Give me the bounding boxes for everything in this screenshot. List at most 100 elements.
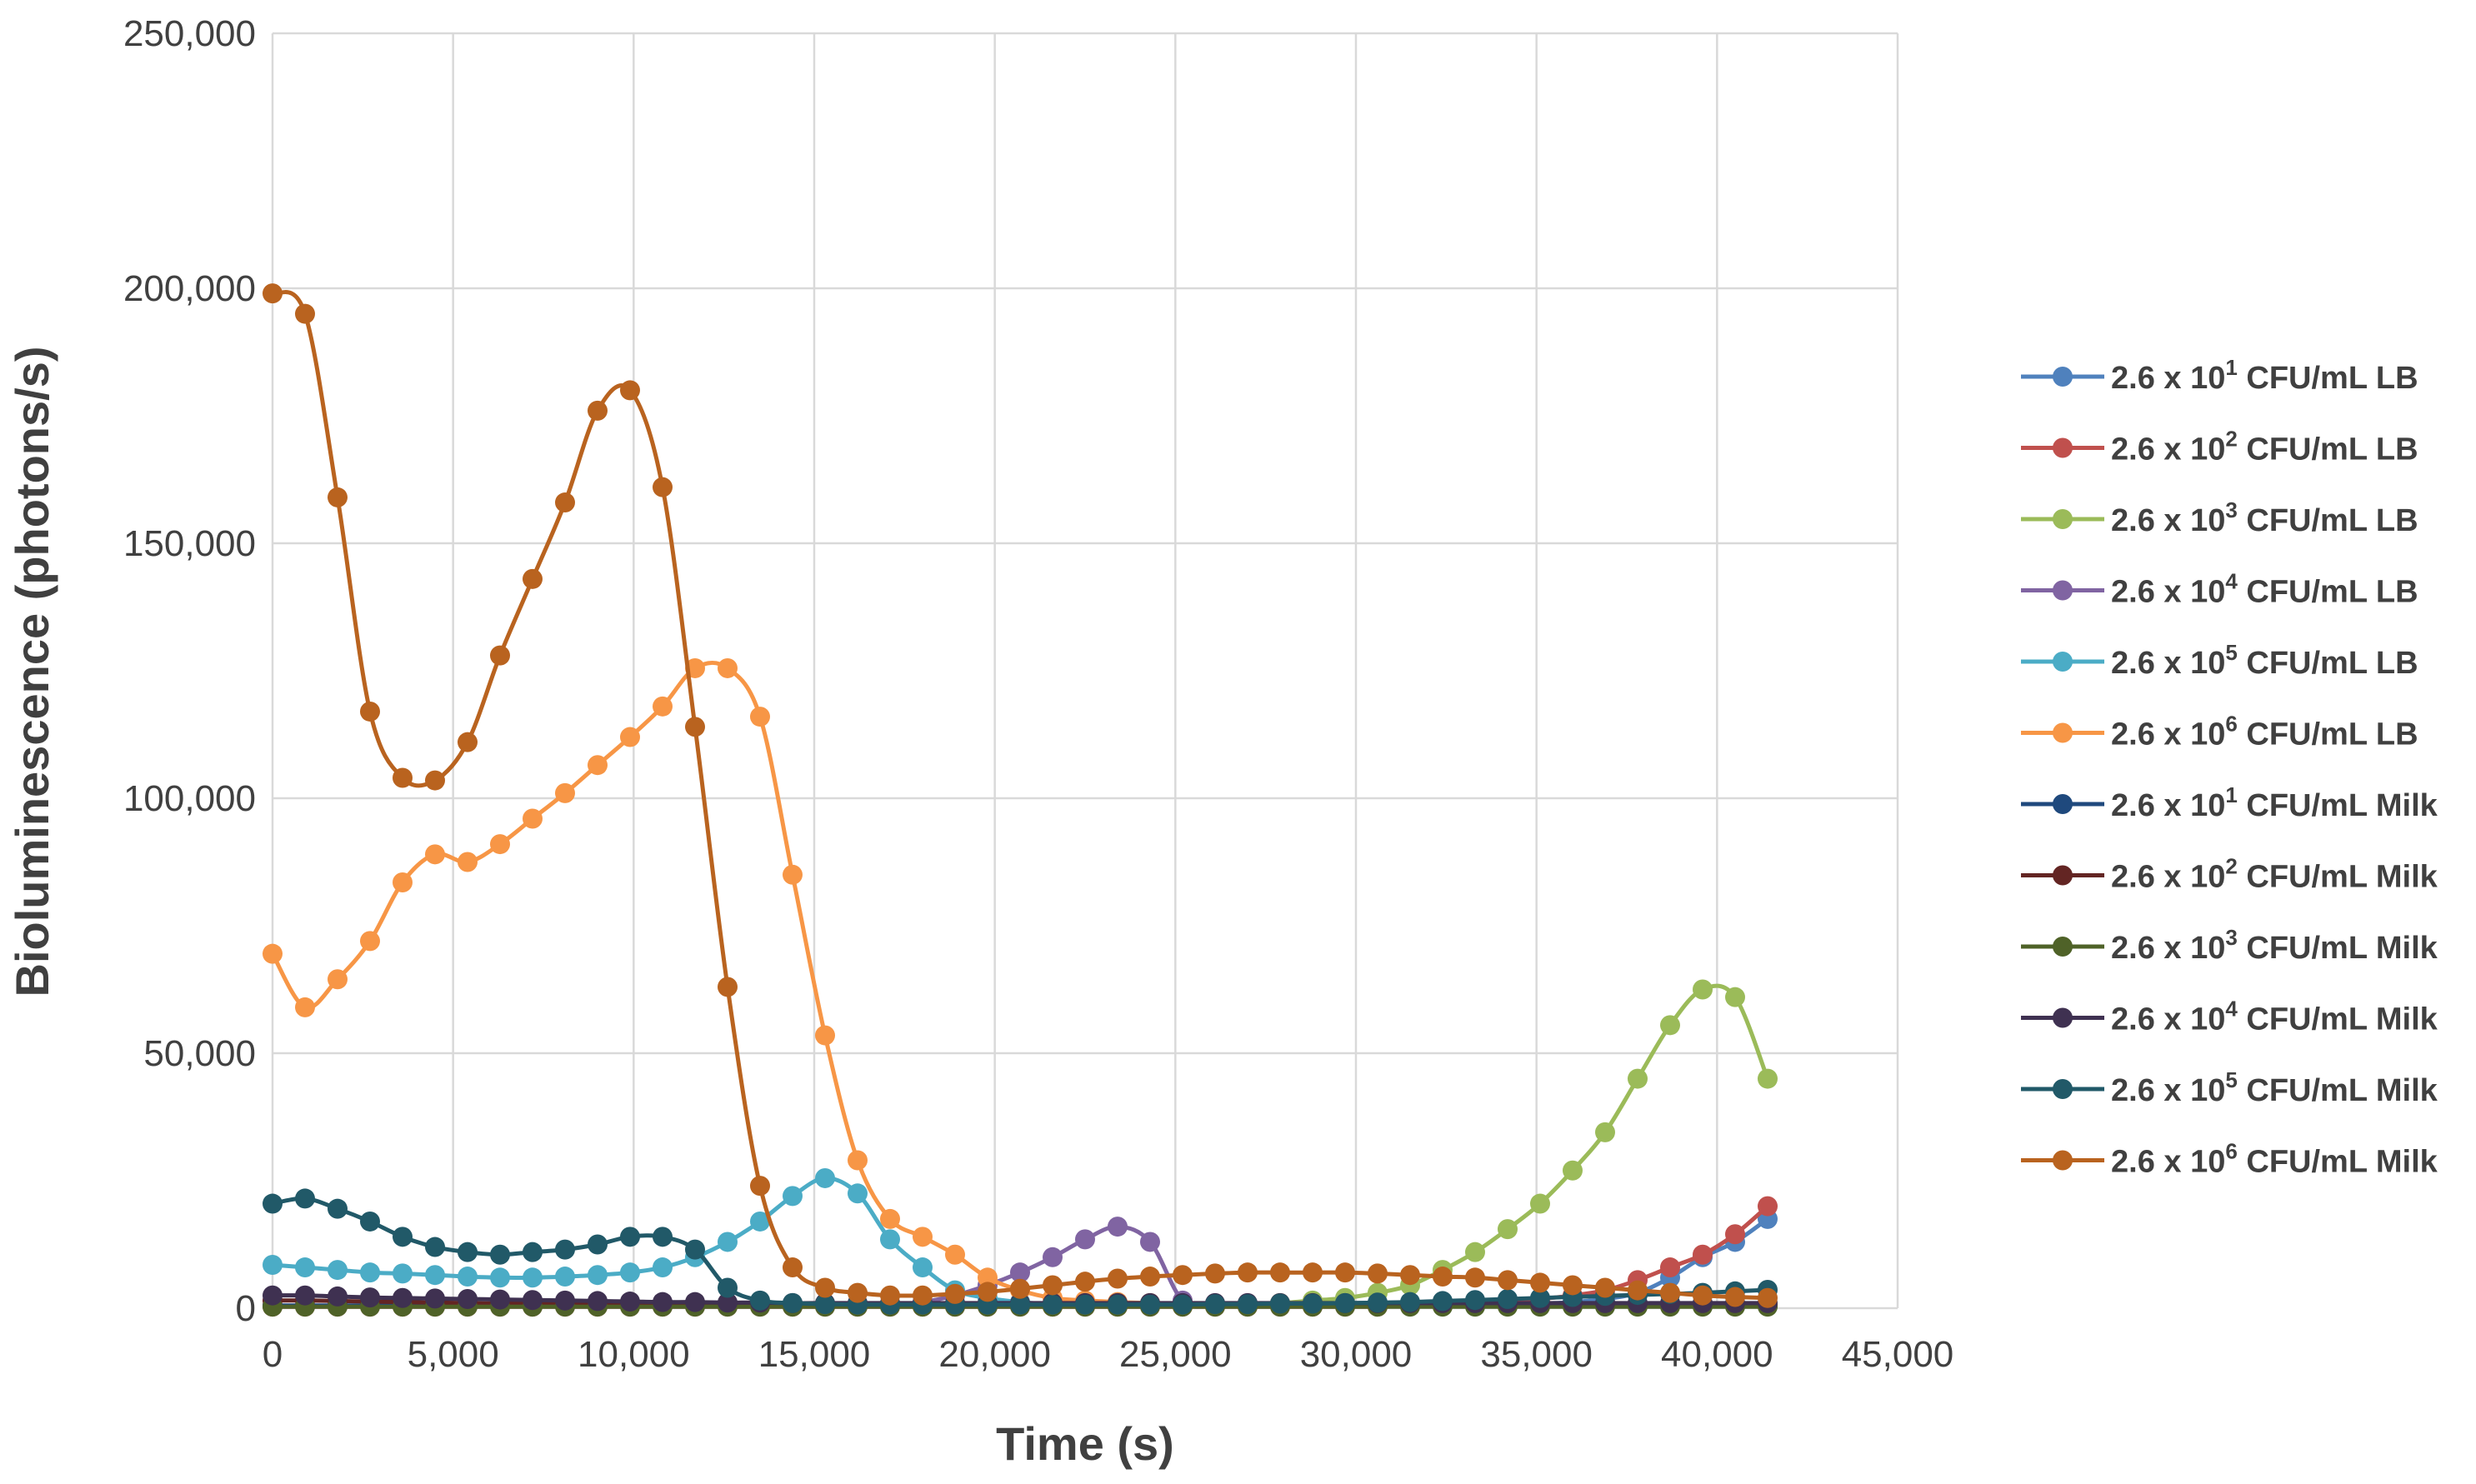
data-point	[1270, 1262, 1290, 1283]
data-point	[1660, 1015, 1680, 1036]
data-point	[425, 1265, 445, 1286]
data-point	[1205, 1263, 1225, 1284]
data-point	[1725, 1287, 1745, 1307]
y-tick-label: 200,000	[123, 268, 256, 309]
data-point	[295, 303, 315, 324]
data-point	[360, 931, 380, 952]
data-point	[1140, 1267, 1160, 1287]
series-line	[271, 290, 1768, 1301]
data-point	[263, 1193, 283, 1214]
data-point	[653, 1257, 673, 1278]
data-point	[425, 1288, 445, 1309]
data-point	[1140, 1294, 1160, 1315]
legend-swatch-marker	[2053, 1007, 2073, 1028]
data-point	[360, 1211, 380, 1232]
data-point	[1433, 1267, 1453, 1287]
data-point	[1693, 1285, 1713, 1306]
data-point	[1075, 1294, 1095, 1315]
data-point	[555, 782, 575, 803]
data-point	[1238, 1262, 1258, 1283]
data-point	[458, 1288, 478, 1309]
x-tick-label: 15,000	[758, 1334, 871, 1375]
data-point	[1563, 1275, 1583, 1296]
data-point	[555, 1290, 575, 1311]
legend-item: 2.6 x 101 CFU/mL LB	[2021, 355, 2418, 396]
data-point	[1108, 1294, 1128, 1315]
series-lines	[263, 283, 1778, 1317]
tick-labels: 0 50,000 100,000 150,000 200,000 250,000 0 5,00…	[123, 13, 1953, 1375]
data-point	[263, 1254, 283, 1275]
data-point	[1173, 1265, 1193, 1286]
data-point	[750, 707, 770, 727]
data-point	[263, 1285, 283, 1306]
data-point	[1465, 1267, 1485, 1288]
data-point	[1758, 1196, 1778, 1217]
data-point	[555, 1267, 575, 1287]
legend-swatch-marker	[2053, 865, 2073, 886]
data-point	[1530, 1193, 1550, 1214]
data-point	[393, 1287, 413, 1308]
data-point	[620, 1227, 640, 1247]
data-point	[1368, 1263, 1388, 1284]
data-point	[490, 1289, 510, 1310]
legend-label: 2.6 x 101 CFU/mL LB	[2111, 355, 2418, 396]
data-point	[913, 1227, 933, 1247]
legend-swatch-marker	[2053, 509, 2073, 529]
data-point	[360, 1262, 380, 1283]
data-point	[328, 1286, 348, 1307]
data-point	[523, 1242, 543, 1262]
legend-label: 2.6 x 102 CFU/mL Milk	[2111, 854, 2438, 895]
data-point	[1433, 1291, 1453, 1312]
legend: 2.6 x 101 CFU/mL LB 2.6 x 102 CFU/mL LB 2.…	[2021, 355, 2438, 1180]
data-point	[523, 568, 543, 589]
legend-swatch-marker	[2053, 580, 2073, 601]
data-point	[1173, 1294, 1193, 1315]
data-point	[360, 1287, 380, 1308]
legend-label: 2.6 x 105 CFU/mL LB	[2111, 640, 2418, 681]
data-point	[685, 1292, 705, 1312]
data-point	[978, 1267, 998, 1288]
data-point	[750, 1290, 770, 1311]
data-point	[555, 492, 575, 513]
legend-swatch-marker	[2053, 1079, 2073, 1099]
x-tick-label: 0	[263, 1334, 283, 1375]
legend-swatch-marker	[2053, 794, 2073, 814]
data-point	[880, 1285, 900, 1306]
data-point	[1660, 1282, 1680, 1303]
data-point	[620, 727, 640, 747]
data-point	[685, 717, 705, 737]
legend-item: 2.6 x 105 CFU/mL Milk	[2021, 1067, 2438, 1108]
data-point	[718, 657, 738, 678]
data-point	[620, 1262, 640, 1283]
legend-label: 2.6 x 105 CFU/mL Milk	[2111, 1067, 2438, 1108]
legend-label: 2.6 x 102 CFU/mL LB	[2111, 427, 2418, 467]
legend-item: 2.6 x 105 CFU/mL LB	[2021, 640, 2418, 681]
data-point	[1043, 1275, 1063, 1296]
data-point	[523, 1267, 543, 1288]
y-tick-label: 0	[236, 1288, 256, 1329]
data-point	[783, 1292, 803, 1313]
data-point	[1693, 1244, 1713, 1265]
data-point	[783, 1257, 803, 1278]
legend-label: 2.6 x 103 CFU/mL LB	[2111, 497, 2418, 538]
data-point	[263, 943, 283, 964]
data-point	[523, 1290, 543, 1311]
data-point	[1628, 1068, 1648, 1089]
data-point	[880, 1229, 900, 1250]
data-point	[1335, 1292, 1355, 1313]
legend-label: 2.6 x 106 CFU/mL LB	[2111, 712, 2418, 752]
legend-swatch-marker	[2053, 1150, 2073, 1171]
data-point	[880, 1208, 900, 1229]
data-point	[458, 1242, 478, 1262]
data-point	[1335, 1262, 1355, 1283]
data-point	[1498, 1219, 1518, 1240]
data-point	[685, 1239, 705, 1260]
data-point	[1693, 979, 1713, 1000]
y-axis-title: Bioluminescence (photons/s)	[6, 347, 58, 997]
data-point	[1043, 1247, 1063, 1267]
data-point	[1303, 1293, 1323, 1314]
legend-swatch-marker	[2053, 437, 2073, 458]
x-tick-label: 5,000	[408, 1334, 499, 1375]
